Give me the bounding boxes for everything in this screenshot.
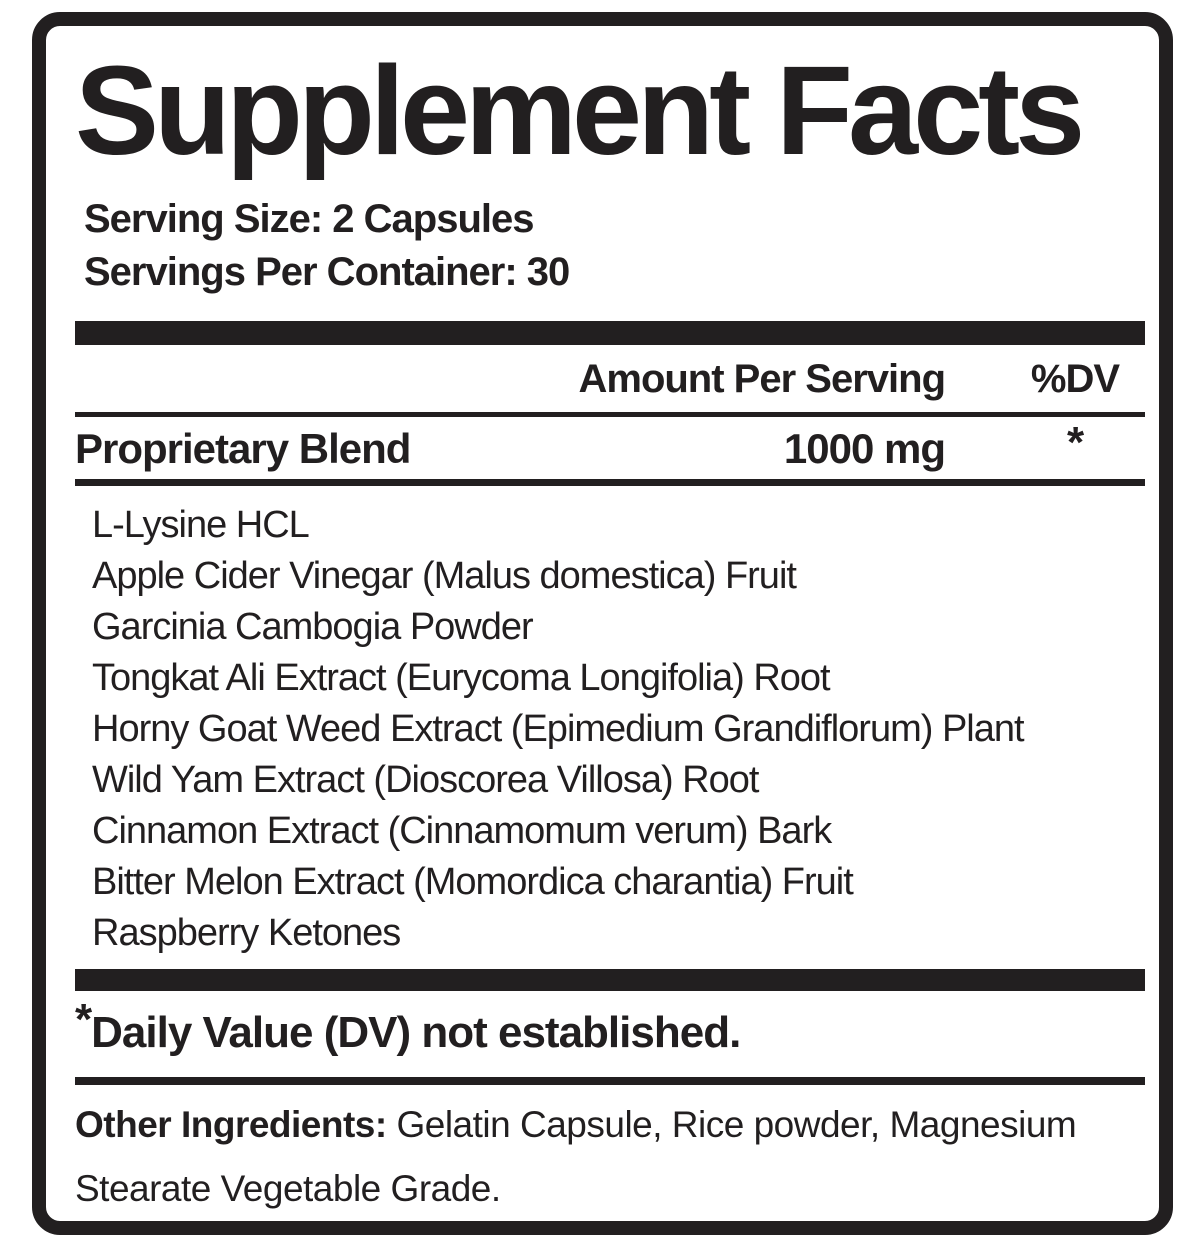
ingredient-item: Cinnamon Extract (Cinnamomum verum) Bark bbox=[92, 810, 832, 853]
blend-name: Proprietary Blend bbox=[75, 425, 411, 473]
supplement-facts-panel: Supplement Facts Serving Size: 2 Capsule… bbox=[32, 12, 1173, 1235]
blend-rule bbox=[75, 479, 1145, 487]
daily-value-footnote: *Daily Value (DV) not established. bbox=[75, 995, 1145, 1061]
blend-amount: 1000 mg bbox=[783, 425, 946, 473]
ingredient-item: Raspberry Ketones bbox=[92, 912, 401, 955]
percent-dv-header: %DV bbox=[1030, 357, 1120, 402]
proprietary-blend-row: Proprietary Blend 1000 mg * bbox=[75, 417, 1145, 479]
ingredient-item: Apple Cider Vinegar (Malus domestica) Fr… bbox=[92, 555, 797, 598]
serving-size-line: Serving Size: 2 Capsules bbox=[84, 197, 535, 242]
divider-bar-bottom bbox=[75, 969, 1145, 992]
ingredient-list: L-Lysine HCL Apple Cider Vinegar (Malus d… bbox=[92, 500, 1145, 959]
ingredient-item: Horny Goat Weed Extract (Epimedium Grand… bbox=[92, 708, 1025, 751]
other-ingredients-text: Gelatin Capsule, Rice powder, Magnesium … bbox=[75, 1104, 1077, 1210]
divider-bar-top bbox=[75, 321, 1145, 346]
ingredient-item: Bitter Melon Extract (Momordica charanti… bbox=[92, 861, 854, 904]
ingredient-item: Wild Yam Extract (Dioscorea Villosa) Roo… bbox=[92, 759, 759, 802]
amount-per-serving-header: Amount Per Serving bbox=[578, 357, 946, 402]
footnote-text: Daily Value (DV) not established. bbox=[91, 1008, 741, 1058]
blend-dv-asterisk: * bbox=[1066, 418, 1084, 468]
panel-title: Supplement Facts bbox=[75, 40, 1085, 181]
column-header-row: Amount Per Serving %DV bbox=[75, 353, 1145, 405]
other-ingredients-label: Other Ingredients: bbox=[75, 1104, 397, 1146]
ingredient-item: Garcinia Cambogia Powder bbox=[92, 606, 534, 649]
servings-per-container-line: Servings Per Container: 30 bbox=[84, 250, 570, 295]
header-rule bbox=[75, 412, 1145, 418]
footnote-asterisk: * bbox=[75, 995, 92, 1045]
serving-info: Serving Size: 2 Capsules Servings Per Co… bbox=[75, 193, 1145, 299]
ingredient-item: L-Lysine HCL bbox=[92, 504, 310, 547]
footnote-rule bbox=[75, 1077, 1145, 1086]
other-ingredients-paragraph: Other Ingredients: Gelatin Capsule, Rice… bbox=[75, 1093, 1145, 1221]
blend-dv-cell: * bbox=[1005, 419, 1145, 473]
ingredient-item: Tongkat Ali Extract (Eurycoma Longifolia… bbox=[92, 657, 831, 700]
